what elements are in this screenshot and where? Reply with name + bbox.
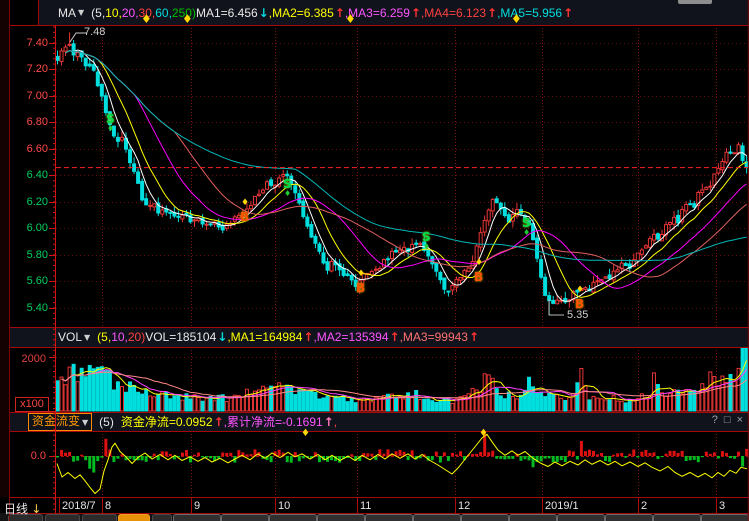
- bottom-tab[interactable]: [269, 514, 317, 521]
- trend-arrow-icon: ↑: [389, 330, 400, 344]
- trend-arrow-icon: ↓: [217, 330, 228, 344]
- bottom-tab[interactable]: [152, 514, 172, 521]
- bottom-tab[interactable]: [653, 514, 701, 521]
- cumulative-flow-line: [56, 433, 748, 495]
- flow-pane-window-icons: ? □ ×: [712, 414, 743, 426]
- legend-segment: 资金净流=0.0952: [120, 415, 213, 429]
- chevron-down-icon[interactable]: ▼: [84, 332, 91, 342]
- ma-indicator-label[interactable]: MA: [58, 5, 76, 20]
- legend-segment: 10,: [105, 5, 122, 20]
- main-indicator-header: MA ▼ (5,10,20,30,60,250) MA1=6.456↓,MA2=6…: [38, 0, 749, 25]
- bottom-tab[interactable]: [45, 514, 80, 521]
- trend-arrow-icon: ↑: [213, 415, 224, 429]
- legend-segment: ,MA3=6.259: [344, 5, 410, 20]
- candlesticks: [55, 32, 749, 315]
- low-annotation-line: [548, 299, 564, 316]
- volume-indicator-header: VOL ▼ (5,10,20) VOL=185104↓,MA1=164984↑,M…: [10, 327, 749, 347]
- bottom-tab[interactable]: [461, 514, 509, 521]
- trend-arrow-icon: ↑: [563, 5, 574, 20]
- legend-segment: ,MA2=135394: [313, 330, 389, 344]
- moneyflow-param: (5): [99, 414, 114, 429]
- ma-lines: [65, 49, 747, 302]
- chevron-down-icon[interactable]: ▼: [78, 8, 85, 17]
- moneyflow-indicator-header: 资金流变 ▼ (5) 资金净流=0.0952↑,累计净流=-0.1691↑, ? □…: [10, 412, 749, 431]
- scrollbar-fragment[interactable]: [678, 0, 712, 4]
- moneyflow-values: 资金净流=0.0952↑,累计净流=-0.1691↑,: [121, 413, 337, 430]
- grid-lines: [56, 25, 748, 513]
- ma-params: (5,10,20,30,60,250): [91, 6, 196, 20]
- legend-segment: ,MA4=6.123: [420, 5, 486, 20]
- ma-values: MA1=6.456↓,MA2=6.385↑,MA3=6.259↑,MA4=6.1…: [196, 6, 573, 20]
- trend-arrow-icon: ↑: [468, 330, 480, 344]
- volume-bars: [55, 347, 749, 412]
- legend-segment: 10,: [111, 330, 128, 344]
- bottom-tab[interactable]: [8, 514, 43, 521]
- vol-indicator-label[interactable]: VOL: [58, 330, 83, 344]
- legend-segment: ,: [333, 415, 338, 429]
- legend-segment: MA1=6.456: [195, 5, 258, 20]
- legend-segment: VOL=185104: [145, 330, 217, 344]
- bottom-tab[interactable]: [557, 514, 605, 521]
- trend-arrow-icon: ↑: [323, 415, 334, 429]
- bottom-tab[interactable]: [82, 514, 117, 521]
- pane-borders: [9, 0, 749, 521]
- time-axis-row: [0, 497, 749, 513]
- legend-segment: ,MA1=164984: [227, 330, 303, 344]
- bottom-tab[interactable]: [605, 514, 653, 521]
- chevron-down-icon: ▼: [82, 417, 89, 427]
- moneyflow-bars: [56, 433, 749, 473]
- legend-segment: (5,: [91, 5, 106, 20]
- legend-segment: ,MA5=5.956: [497, 5, 563, 20]
- vol-params: (5,10,20): [97, 330, 145, 344]
- trend-arrow-icon: ↑: [334, 5, 345, 20]
- bottom-tab[interactable]: [118, 514, 150, 521]
- legend-segment: 30,: [138, 5, 156, 20]
- bottom-tab[interactable]: [173, 514, 221, 521]
- help-icon[interactable]: ?: [711, 414, 718, 426]
- bottom-tab[interactable]: [509, 514, 557, 521]
- maximize-icon[interactable]: □: [723, 414, 731, 426]
- legend-segment: ,MA2=6.385: [268, 5, 334, 20]
- trend-arrow-icon: ↑: [487, 5, 498, 20]
- legend-segment: 20): [127, 330, 146, 344]
- bottom-tab[interactable]: [413, 514, 461, 521]
- trend-arrow-icon: ↑: [410, 5, 421, 20]
- left-edge-strip: [0, 0, 9, 521]
- vol-values: VOL=185104↓,MA1=164984↑,MA2=135394↑,MA3=…: [145, 330, 479, 344]
- legend-segment: ,累计净流=-0.1691: [223, 415, 323, 429]
- bottom-tab[interactable]: [365, 514, 413, 521]
- bottom-tab-strip[interactable]: [0, 513, 749, 521]
- legend-segment: 20,: [121, 5, 139, 20]
- bottom-tab[interactable]: [317, 514, 365, 521]
- legend-segment: (5,: [97, 330, 112, 344]
- trend-arrow-icon: ↓: [258, 5, 269, 20]
- trend-arrow-icon: ↑: [303, 330, 314, 344]
- legend-segment: ,MA3=99943: [399, 330, 468, 344]
- bottom-tab[interactable]: [221, 514, 269, 521]
- high-annotation-line: [69, 32, 87, 43]
- volume-ma-lines: [61, 360, 748, 402]
- close-icon[interactable]: ×: [736, 414, 743, 426]
- legend-segment: 250): [171, 5, 196, 20]
- axis-ticks: [49, 26, 56, 510]
- legend-segment: 60,: [155, 5, 172, 20]
